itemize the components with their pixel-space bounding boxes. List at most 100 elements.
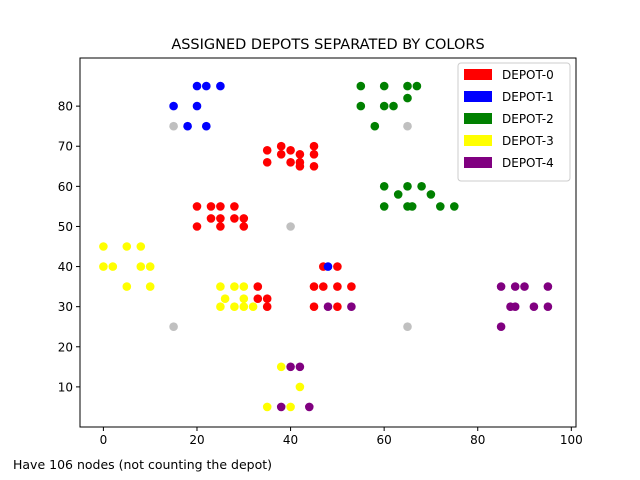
legend-label: DEPOT-3 <box>502 134 554 148</box>
data-point <box>286 158 295 167</box>
series-2 <box>356 81 459 211</box>
x-tick-label: 80 <box>470 433 485 447</box>
data-point <box>169 101 178 111</box>
chart-title: ASSIGNED DEPOTS SEPARATED BY COLORS <box>171 37 484 53</box>
data-point <box>216 81 225 91</box>
data-point <box>276 402 286 412</box>
data-point <box>305 402 314 412</box>
data-point <box>276 150 286 159</box>
data-point <box>379 202 389 211</box>
x-axis: 0 20 40 60 80 100 <box>100 427 583 447</box>
data-point <box>239 294 249 304</box>
data-point <box>239 282 249 291</box>
data-point <box>450 202 459 211</box>
data-point <box>220 294 230 304</box>
data-point <box>230 214 239 223</box>
legend-swatch <box>464 135 492 146</box>
data-point <box>286 402 295 412</box>
data-point <box>436 202 445 211</box>
y-tick-label: 80 <box>58 100 73 114</box>
plot-frame <box>79 57 577 428</box>
legend-label: DEPOT-2 <box>502 112 554 126</box>
data-point <box>403 182 412 191</box>
data-point <box>122 242 132 251</box>
legend-swatch <box>464 157 492 168</box>
data-point <box>295 362 305 372</box>
series-1 <box>169 81 333 271</box>
data-point <box>309 141 319 151</box>
data-point <box>403 322 412 332</box>
series-5 <box>169 121 412 332</box>
x-tick-label: 60 <box>377 433 392 447</box>
data-point <box>356 81 366 91</box>
data-point <box>496 282 506 291</box>
data-point <box>276 141 286 151</box>
data-point <box>230 202 239 211</box>
data-point <box>426 190 436 199</box>
data-point <box>216 202 225 211</box>
data-point <box>206 214 216 223</box>
x-tick-label: 40 <box>283 433 298 447</box>
legend-swatch <box>464 69 492 80</box>
data-point <box>99 262 108 271</box>
data-point <box>230 302 239 312</box>
data-point <box>393 190 403 199</box>
data-point <box>239 222 249 231</box>
data-point <box>379 182 389 191</box>
data-point <box>333 282 342 291</box>
data-point <box>543 302 553 312</box>
y-tick-label: 70 <box>58 140 73 154</box>
legend-label: DEPOT-0 <box>502 68 554 82</box>
data-point <box>239 302 249 312</box>
data-point <box>323 262 333 271</box>
footer-note: Have 106 nodes (not counting the depot) <box>13 457 272 472</box>
data-point <box>216 302 225 312</box>
data-point <box>286 362 295 372</box>
data-point <box>347 302 356 312</box>
data-point <box>169 322 178 332</box>
points-layer <box>99 81 553 412</box>
y-tick-label: 30 <box>58 300 73 314</box>
data-point <box>145 262 155 271</box>
data-point <box>253 282 263 291</box>
data-point <box>379 101 389 111</box>
legend-label: DEPOT-1 <box>502 90 554 104</box>
data-point <box>169 121 178 131</box>
data-point <box>206 202 216 211</box>
data-point <box>543 282 553 291</box>
data-point <box>108 262 118 271</box>
data-point <box>136 242 146 251</box>
data-point <box>510 302 520 312</box>
data-point <box>262 146 272 155</box>
data-point <box>412 81 422 91</box>
data-point <box>216 282 225 291</box>
data-point <box>510 282 520 291</box>
data-point <box>309 150 319 159</box>
x-tick-label: 100 <box>560 433 583 447</box>
data-point <box>496 322 506 332</box>
data-point <box>262 402 272 412</box>
data-point <box>183 121 192 131</box>
data-point <box>403 93 412 103</box>
data-point <box>379 81 389 91</box>
data-point <box>407 202 417 211</box>
y-tick-label: 40 <box>58 260 73 274</box>
data-point <box>145 282 155 291</box>
data-point <box>323 302 333 312</box>
y-tick-label: 10 <box>58 380 73 394</box>
data-point <box>136 262 146 271</box>
y-tick-label: 20 <box>58 340 73 354</box>
data-point <box>248 302 258 312</box>
series-4 <box>276 282 553 412</box>
data-point <box>99 242 108 251</box>
data-point <box>520 282 529 291</box>
legend: DEPOT-0 DEPOT-1 DEPOT-2 DEPOT-3 DEPOT-4 <box>457 62 571 182</box>
data-point <box>202 121 211 131</box>
series-0 <box>192 141 356 312</box>
y-tick-label: 60 <box>58 180 73 194</box>
data-point <box>192 81 202 91</box>
data-point <box>403 121 412 131</box>
legend-label: DEPOT-4 <box>502 156 554 170</box>
data-point <box>403 81 412 91</box>
legend-swatch <box>464 113 492 124</box>
